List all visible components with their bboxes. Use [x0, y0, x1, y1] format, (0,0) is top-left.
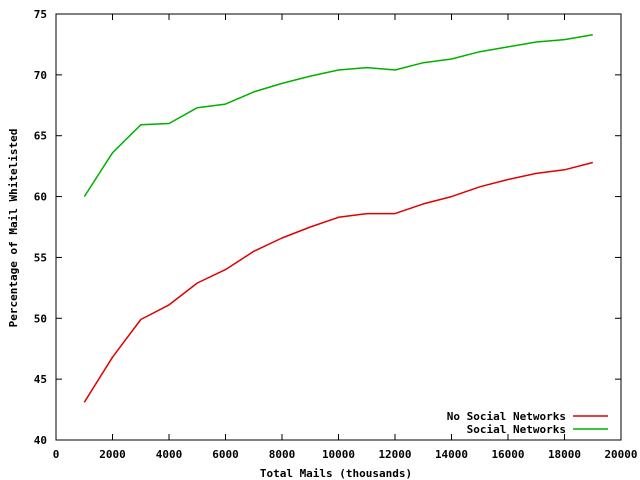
y-tick-label: 50 — [34, 312, 47, 325]
x-tick-label: 14000 — [435, 448, 468, 461]
x-tick-label: 16000 — [491, 448, 524, 461]
series-lines — [83, 33, 593, 403]
y-axis-label: Percentage of Mail Whitelisted — [7, 129, 20, 328]
y-tick-label: 40 — [34, 434, 47, 447]
x-tick-label: 18000 — [548, 448, 581, 461]
x-tick-label: 12000 — [378, 448, 411, 461]
x-tick-label: 10000 — [322, 448, 355, 461]
x-tick-label: 4000 — [156, 448, 183, 461]
y-tick-label: 70 — [34, 69, 47, 82]
y-tick-label: 75 — [34, 8, 47, 21]
series-line-no-social-networks — [83, 161, 593, 403]
plot-frame — [55, 13, 622, 441]
x-tick-label: 6000 — [212, 448, 239, 461]
x-tick-label: 0 — [53, 448, 60, 461]
y-tick-label: 45 — [34, 373, 47, 386]
legend-label: No Social Networks — [447, 410, 566, 423]
x-axis-label: Total Mails (thousands) — [260, 467, 412, 480]
x-tick-label: 2000 — [99, 448, 126, 461]
y-tick-label: 60 — [34, 191, 47, 204]
axis-ticks: 0 2000 4000 6000 8000 10000 12000 14000 16000 180… — [34, 8, 638, 461]
legend-label: Social Networks — [467, 423, 566, 436]
y-tick-label: 65 — [34, 130, 47, 143]
x-tick-label: 20000 — [604, 448, 637, 461]
x-tick-label: 8000 — [269, 448, 296, 461]
series-line-social-networks — [83, 33, 593, 198]
y-tick-label: 55 — [34, 251, 47, 264]
